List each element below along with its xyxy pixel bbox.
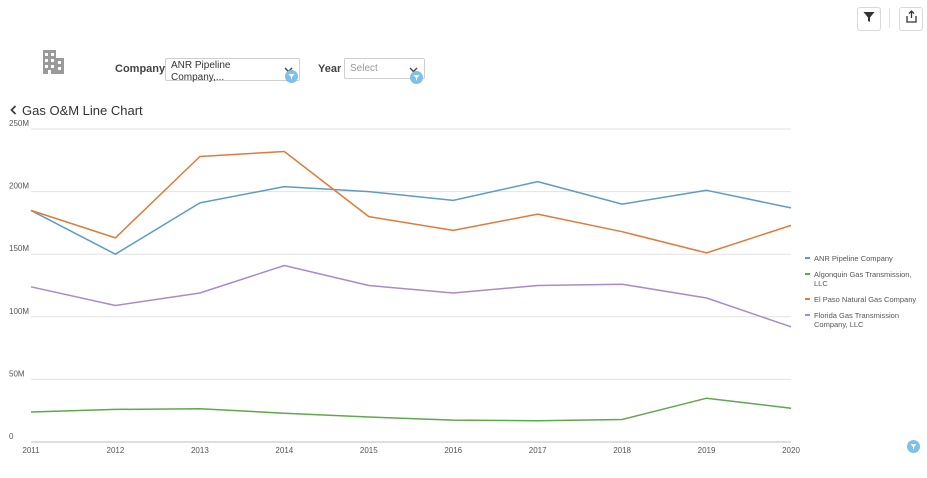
year-filter-badge-icon[interactable] bbox=[410, 71, 423, 84]
x-tick-label: 2015 bbox=[360, 446, 378, 455]
toolbar-divider bbox=[889, 8, 890, 28]
legend-item-label[interactable]: Florida Gas Transmission bbox=[814, 311, 899, 320]
x-tick-label: 2016 bbox=[444, 446, 462, 455]
series-line-1[interactable] bbox=[30, 397, 792, 422]
year-select-placeholder: Select bbox=[350, 63, 378, 74]
legend-item-label[interactable]: LLC bbox=[814, 279, 828, 288]
x-tick-label: 2012 bbox=[107, 446, 125, 455]
chart-title: Gas O&M Line Chart bbox=[22, 103, 143, 118]
share-export-icon bbox=[905, 10, 918, 28]
chart-title-row[interactable]: Gas O&M Line Chart bbox=[10, 103, 143, 118]
year-select[interactable]: Select bbox=[344, 58, 425, 79]
series-line-0[interactable] bbox=[30, 180, 792, 255]
x-tick-label: 2014 bbox=[275, 446, 293, 455]
series-line-2[interactable] bbox=[30, 150, 792, 254]
x-tick-label: 2017 bbox=[529, 446, 547, 455]
x-tick-label: 2020 bbox=[782, 446, 800, 455]
legend-item-label[interactable]: Company, LLC bbox=[814, 320, 864, 329]
y-tick-label: 0 bbox=[9, 432, 14, 441]
chevron-left-icon[interactable] bbox=[10, 103, 17, 118]
legend-item-label[interactable]: ANR Pipeline Company bbox=[814, 254, 893, 263]
series-line-3[interactable] bbox=[30, 264, 792, 328]
y-tick-label: 250M bbox=[9, 119, 29, 128]
year-label: Year bbox=[318, 63, 342, 75]
company-select-value-line1: ANR Pipeline bbox=[171, 60, 231, 71]
legend-item-label[interactable]: Algonquin Gas Transmission, bbox=[814, 270, 912, 279]
x-tick-label: 2011 bbox=[22, 446, 40, 455]
filter-icon bbox=[863, 10, 875, 28]
building-icon bbox=[40, 50, 66, 79]
x-tick-label: 2018 bbox=[613, 446, 631, 455]
x-tick-label: 2013 bbox=[191, 446, 209, 455]
y-tick-label: 100M bbox=[9, 307, 29, 316]
x-tick-label: 2019 bbox=[698, 446, 716, 455]
y-tick-label: 200M bbox=[9, 182, 29, 191]
company-select[interactable]: ANR Pipeline Company,... bbox=[165, 58, 300, 83]
y-tick-label: 50M bbox=[9, 369, 25, 378]
company-select-value-line2: Company,... bbox=[171, 72, 225, 83]
filter-button[interactable] bbox=[857, 7, 881, 31]
legend-item-label[interactable]: El Paso Natural Gas Company bbox=[814, 295, 916, 304]
export-button[interactable] bbox=[899, 7, 923, 31]
y-tick-label: 150M bbox=[9, 244, 29, 253]
company-filter-badge-icon[interactable] bbox=[285, 70, 298, 83]
chart-filter-badge-icon[interactable] bbox=[907, 440, 920, 453]
company-label: Company bbox=[115, 63, 166, 75]
